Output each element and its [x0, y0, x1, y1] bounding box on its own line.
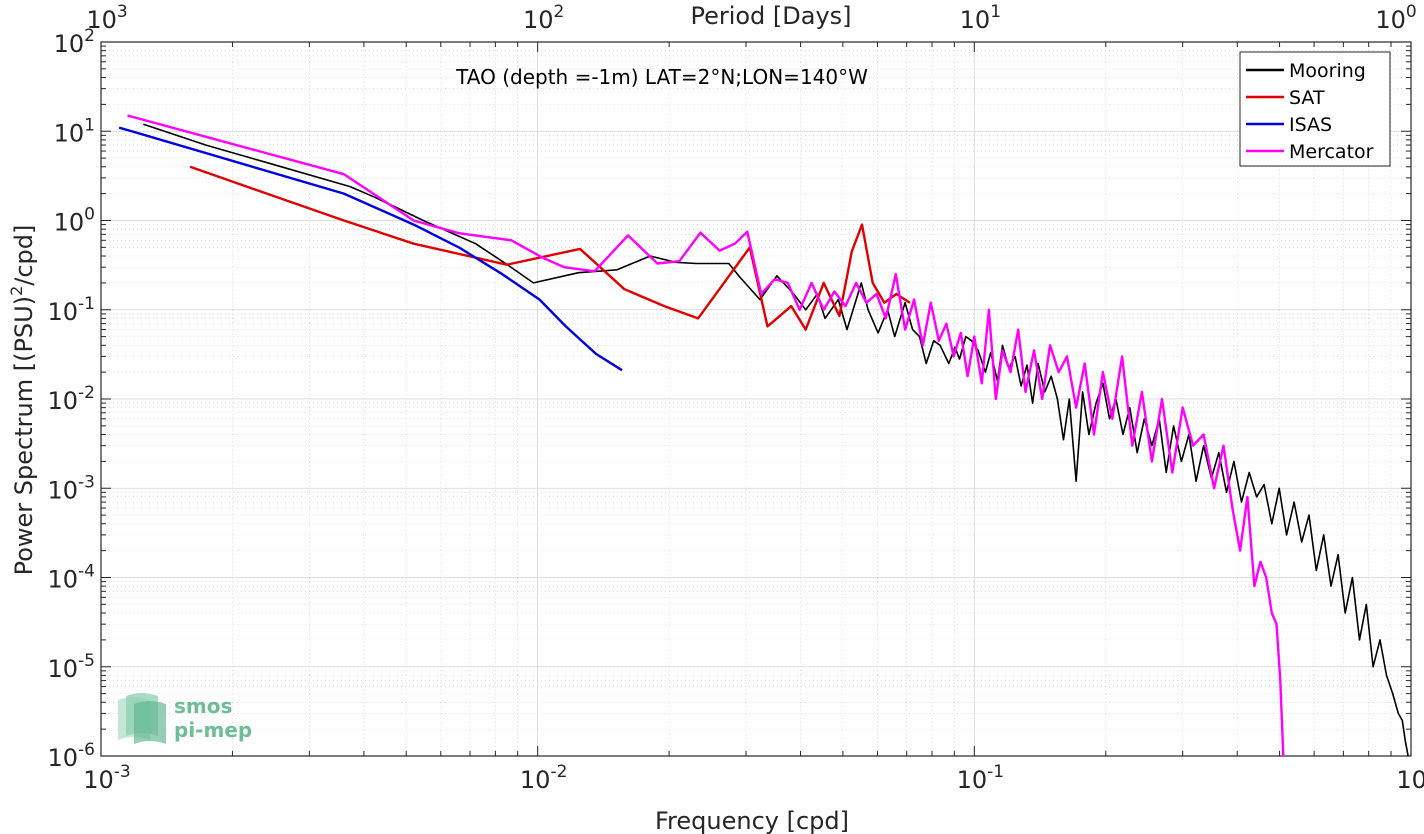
- x-axis-label: Frequency [cpd]: [655, 807, 849, 834]
- legend-label-mooring: Mooring: [1289, 60, 1366, 82]
- y-tick-label: 10-1: [48, 294, 96, 326]
- top-x-axis-label: Period [Days]: [690, 2, 851, 30]
- legend-label-sat: SAT: [1289, 87, 1325, 109]
- logo-text-pi-mep: pi-mep: [174, 718, 252, 742]
- y-axis-label: Power Spectrum [(PSU)2/cpd]: [7, 225, 38, 576]
- y-tick-label: 10-3: [48, 472, 96, 504]
- series-line-isas: [118, 126, 623, 372]
- series-line-mercator: [127, 114, 1285, 756]
- axis-tick-labels: 10-310-210-110010310210110010210110010-1…: [48, 2, 1424, 794]
- legend-label-mercator: Mercator: [1289, 141, 1374, 163]
- series-layer: [118, 114, 1409, 756]
- axis-ticks: [100, 41, 1412, 757]
- y-tick-label: 10-2: [48, 383, 96, 415]
- x-tick-label: 100: [1396, 762, 1424, 794]
- y-tick-label: 100: [54, 205, 95, 237]
- y-tick-label: 10-5: [48, 651, 96, 683]
- x-tick-label: 10-1: [957, 762, 1005, 794]
- top-x-tick-label: 102: [523, 2, 564, 34]
- logo-text-smos: smos: [174, 694, 232, 718]
- chart-title: TAO (depth =-1m) LAT=2°N;LON=140°W: [455, 65, 868, 89]
- x-tick-label: 10-2: [520, 762, 568, 794]
- series-line-sat: [189, 165, 911, 331]
- y-tick-label: 10-6: [48, 740, 96, 772]
- legend: Mooring SAT ISAS Mercator: [1239, 51, 1391, 167]
- top-x-tick-label: 101: [960, 2, 1001, 34]
- x-tick-label: 10-3: [83, 762, 131, 794]
- y-tick-label: 101: [54, 115, 95, 147]
- smos-pi-mep-logo: smos pi-mep: [118, 693, 252, 744]
- y-tick-label: 10-4: [48, 562, 96, 594]
- legend-label-isas: ISAS: [1289, 114, 1332, 136]
- top-x-tick-label: 100: [1375, 2, 1416, 34]
- top-x-tick-label: 103: [86, 2, 127, 34]
- y-tick-label: 102: [54, 26, 95, 58]
